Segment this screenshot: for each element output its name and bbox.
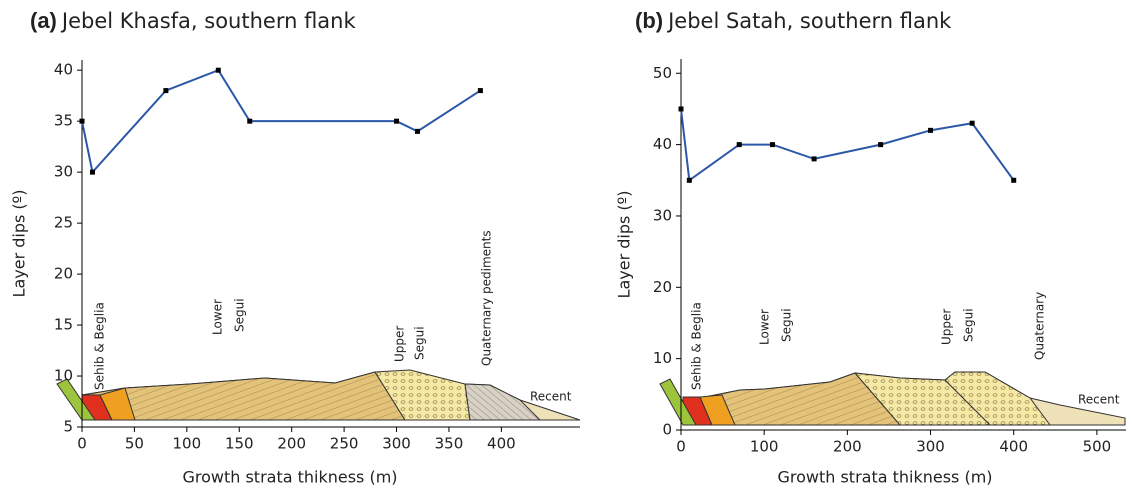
data-point bbox=[215, 67, 221, 73]
x-tick-label: 200 bbox=[833, 438, 862, 456]
y-tick-label: 30 bbox=[54, 163, 73, 181]
x-tick-label: 200 bbox=[277, 435, 306, 453]
x-axis-label: Growth strata thikness (m) bbox=[182, 468, 397, 487]
data-point bbox=[394, 118, 400, 124]
y-tick-label: 40 bbox=[54, 61, 73, 79]
x-tick-label: 400 bbox=[487, 435, 516, 453]
data-point bbox=[969, 120, 975, 126]
panel-label: (b) bbox=[635, 8, 663, 33]
x-tick-label: 300 bbox=[916, 438, 945, 456]
y-tick-label: 5 bbox=[63, 418, 73, 436]
y-tick-label: 0 bbox=[662, 421, 672, 439]
x-tick-label: 50 bbox=[125, 435, 144, 453]
annotation: Segui bbox=[962, 308, 976, 342]
annotation: Upper bbox=[940, 309, 954, 345]
x-tick-label: 300 bbox=[382, 435, 411, 453]
data-point bbox=[89, 169, 95, 175]
y-tick-label: 10 bbox=[653, 349, 672, 367]
data-point bbox=[79, 118, 85, 124]
data-point bbox=[247, 118, 253, 124]
data-line bbox=[81, 68, 481, 175]
x-tick-label: 0 bbox=[77, 435, 87, 453]
x-tick-label: 100 bbox=[173, 435, 202, 453]
y-tick-label: 25 bbox=[54, 214, 73, 232]
title-text: Jebel Satah, southern flank bbox=[666, 9, 952, 33]
annotation: Sehib & Beglia bbox=[93, 302, 107, 390]
data-point bbox=[686, 177, 692, 183]
data-point bbox=[878, 142, 884, 148]
y-tick-label: 50 bbox=[653, 64, 672, 82]
annotation: Upper bbox=[393, 326, 407, 362]
data-point bbox=[928, 127, 934, 133]
annotation: Segui bbox=[780, 308, 794, 342]
y-tick-label: 30 bbox=[653, 206, 672, 224]
annotation: Segui bbox=[413, 326, 427, 360]
y-axis-label: Layer dips (º) bbox=[10, 190, 29, 298]
cross-section bbox=[659, 371, 1126, 426]
data-point bbox=[163, 88, 169, 94]
annotation: Quaternary bbox=[1033, 292, 1047, 360]
data-point bbox=[1011, 177, 1017, 183]
annotation: Recent bbox=[1078, 393, 1120, 407]
y-tick-label: 35 bbox=[54, 112, 73, 130]
chart-title: (a) Jebel Khasfa, southern flank bbox=[30, 8, 356, 33]
x-tick-label: 250 bbox=[330, 435, 359, 453]
cross-section bbox=[56, 369, 581, 421]
data-point bbox=[811, 156, 817, 162]
x-tick-label: 0 bbox=[676, 438, 686, 456]
annotation: Quaternary pediments bbox=[480, 230, 494, 366]
y-tick-label: 15 bbox=[54, 316, 73, 334]
chart-title: (b) Jebel Satah, southern flank bbox=[635, 8, 952, 33]
annotation: Recent bbox=[530, 390, 572, 404]
title-text: Jebel Khasfa, southern flank bbox=[60, 9, 357, 33]
x-tick-label: 150 bbox=[225, 435, 254, 453]
y-tick-label: 20 bbox=[54, 265, 73, 283]
y-tick-label: 20 bbox=[653, 278, 672, 296]
data-point bbox=[769, 142, 775, 148]
data-point bbox=[736, 142, 742, 148]
data-line bbox=[680, 108, 1015, 183]
data-point bbox=[678, 106, 684, 112]
y-tick-label: 40 bbox=[653, 135, 672, 153]
x-tick-label: 400 bbox=[999, 438, 1028, 456]
annotation: Segui bbox=[233, 298, 247, 332]
y-tick-label: 10 bbox=[54, 367, 73, 385]
x-tick-label: 500 bbox=[1083, 438, 1112, 456]
data-point bbox=[477, 88, 483, 94]
x-tick-label: 100 bbox=[750, 438, 779, 456]
annotation: Lower bbox=[758, 309, 772, 345]
data-point bbox=[414, 128, 420, 134]
x-axis-label: Growth strata thikness (m) bbox=[777, 468, 992, 487]
panel-label: (a) bbox=[30, 8, 57, 33]
annotation: Lower bbox=[211, 299, 225, 335]
x-tick-label: 350 bbox=[435, 435, 464, 453]
y-axis-label: Layer dips (º) bbox=[615, 191, 634, 299]
annotation: Sehib & Beglia bbox=[690, 302, 704, 390]
